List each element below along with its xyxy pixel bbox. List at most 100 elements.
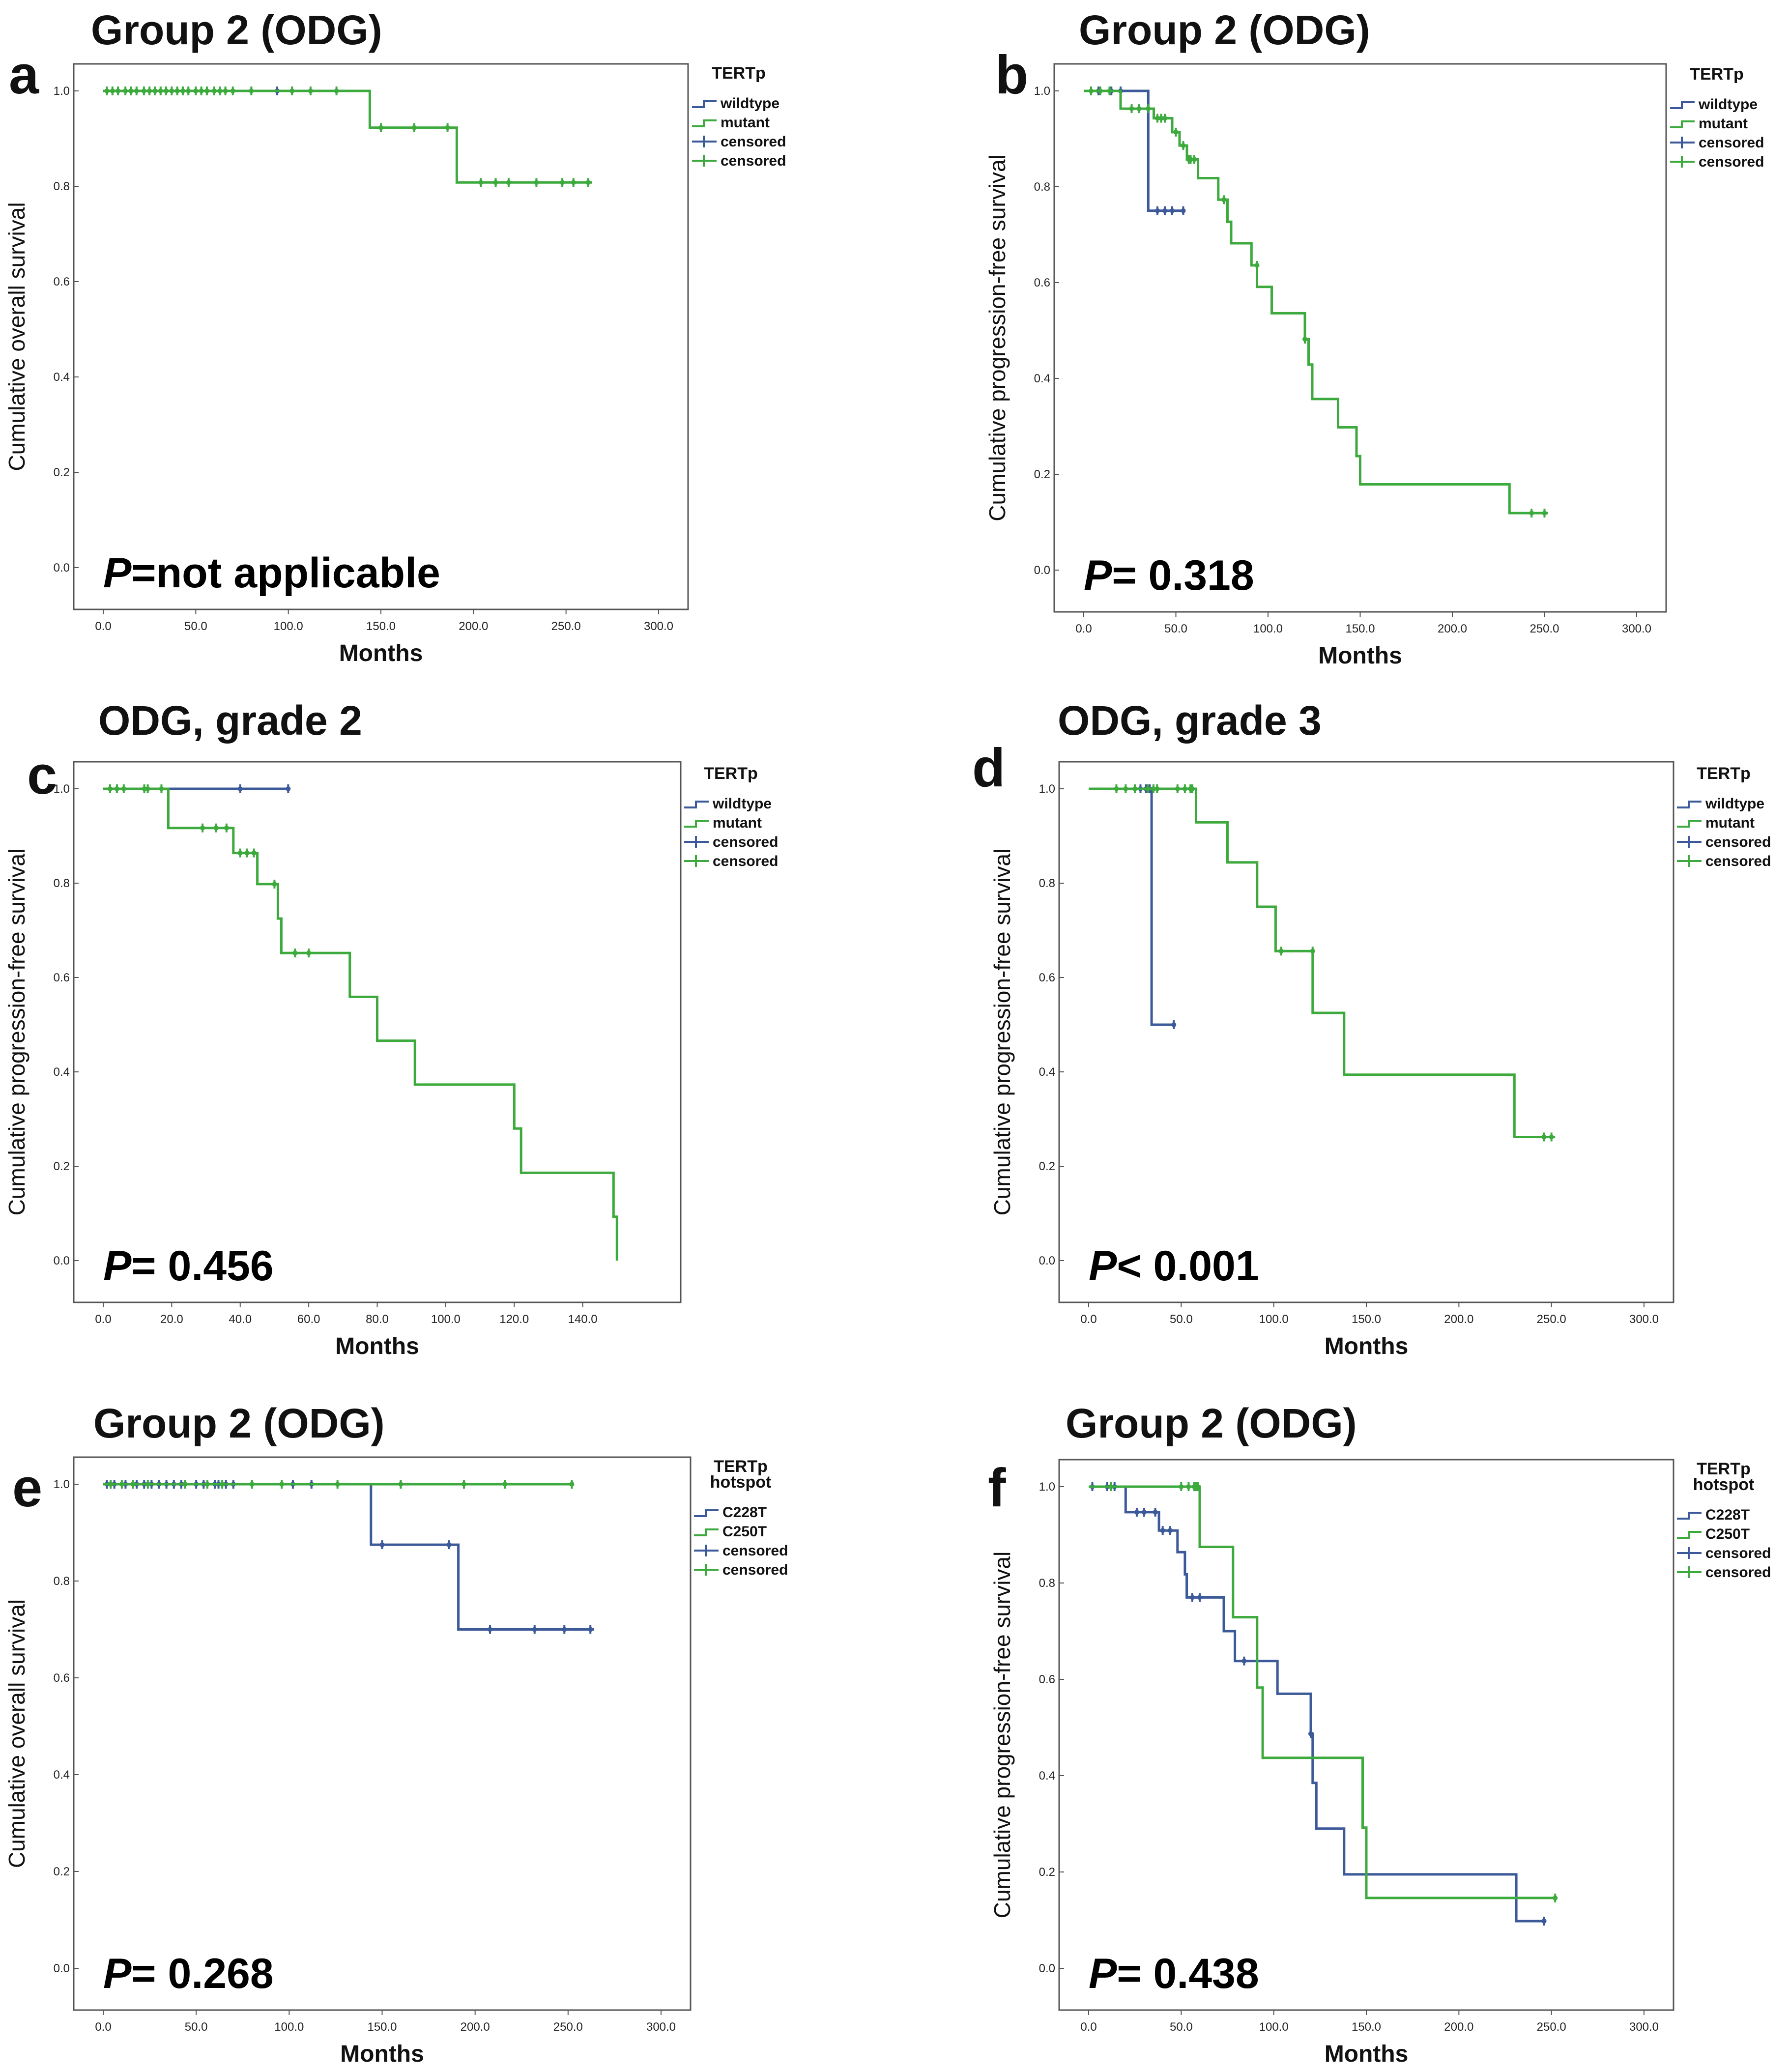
x-tick-label: 300.0 [1622,622,1651,635]
censored-dot-mutant [478,180,484,185]
legend-title: TERTp [712,64,766,83]
censored-dot-mutant [158,88,163,93]
legend-swatch [694,1509,719,1517]
x-tick-label: 250.0 [1537,1313,1566,1326]
x-tick-label: 20.0 [160,1313,183,1326]
y-tick-label: 0.6 [1039,971,1055,984]
legend-entry: wildtype [1705,796,1764,812]
censored-dot-mutant [1175,786,1180,791]
y-tick-label: 0.4 [54,1065,70,1079]
censored-dot-C228T [379,1542,385,1548]
censored-dot-mutant [1221,197,1226,202]
x-tick-label: 140.0 [568,1313,598,1326]
x-tick-label: 250.0 [1537,2020,1566,2034]
x-tick-label: 0.0 [1075,622,1092,635]
y-tick-label: 0.8 [54,877,70,890]
legend-title: TERTp [1697,764,1751,783]
censored-dot-mutant [1181,143,1186,148]
censored-dot-mutant [244,850,250,856]
y-axis-label: Cumulative progression-free survival [4,849,29,1216]
censored-dot-C228T [1153,1509,1158,1515]
y-tick-label: 0.0 [54,1962,70,1975]
x-tick-label: 150.0 [1352,2020,1381,2034]
censored-dot-C250T [145,1482,150,1487]
censored-dot-mutant [128,88,134,93]
y-tick-label: 0.4 [1039,1065,1055,1079]
censored-dot-mutant [1188,157,1193,162]
p-value: P= 0.438 [1089,1950,1259,1997]
censored-dot-mutant [1155,115,1160,121]
x-tick-label: 150.0 [1352,1313,1381,1326]
legend-entry: censored [1705,1545,1771,1561]
censored-dot-C250T [1179,1484,1184,1489]
chart-title: Group 2 (ODG) [91,7,382,53]
x-tick-label: 300.0 [1629,1313,1659,1326]
legend-entry: wildtype [712,796,772,812]
legend-entry: C228T [722,1504,767,1521]
p-value-text: < 0.001 [1117,1242,1259,1290]
legend-swatch [684,801,709,808]
p-value: P=not applicable [103,549,440,597]
censored-dot-mutant [1158,115,1164,121]
legend-swatch [1677,801,1702,808]
censored-dot-mutant [445,125,450,130]
plot-frame [1058,1459,1674,2011]
legend-entry: censored [722,1562,788,1578]
legend-entry: censored [1705,1564,1771,1581]
panel-letter: b [995,45,1028,105]
y-axis-label: Cumulative progression-free survival [984,154,1010,521]
p-value-text: = 0.456 [131,1242,273,1290]
censored-dot-C250T [119,1482,124,1487]
censored-dot-mutant [1182,786,1187,791]
censored-dot-C228T [1197,1595,1202,1600]
legend-swatch [692,100,717,108]
censored-dot-mutant [1154,786,1160,791]
y-tick-label: 1.0 [1039,782,1055,796]
censored-dot-C250T [108,1482,114,1487]
censored-dot-mutant [1145,786,1151,791]
panel-letter: c [27,745,57,806]
censored-dot-mutant [1310,949,1315,954]
panel-letter: f [988,1458,1006,1518]
censored-dot-mutant [493,180,498,185]
censored-dot-mutant [169,88,174,93]
plot-frame [1053,63,1667,613]
km-curve-C228T [103,1483,594,1631]
legend-entry: censored [1699,154,1764,170]
x-tick-label: 200.0 [1444,2020,1473,2034]
x-tick-label: 100.0 [1253,622,1283,635]
censored-dot-C250T [461,1482,466,1487]
km-curve-C228T [1089,1485,1544,1923]
chart-panel-f: Group 2 (ODG) f 0.0 0.2 0.4 0.6 0.8 1.0 0.0 50.0 1… [988,1400,1771,2067]
legend: TERTp wildtype mutant censored censored [1677,764,1771,869]
y-tick-label: 0.6 [1039,1673,1055,1686]
censored-dot-mutant [1146,106,1151,112]
y-tick-label: 0.2 [1039,1866,1055,1879]
censored-dot-mutant [1173,129,1179,135]
censored-dot-mutant [308,88,313,93]
x-tick-label: 100.0 [274,2020,304,2034]
y-tick-label: 1.0 [1039,1480,1055,1494]
censored-dot-C228T [1308,1731,1313,1736]
legend-swatch [684,820,709,828]
censored-dot-C228T [1167,1528,1173,1533]
censored-dot-mutant [212,88,217,93]
y-axis-label: Cumulative progression-free survival [989,1552,1015,1919]
chart-title: ODG, grade 2 [98,697,362,744]
legend-swatch [694,1528,719,1536]
x-tick-label: 60.0 [297,1313,320,1326]
censored-dot-C228T [588,1627,593,1632]
censored-dot-mutant [1549,1134,1554,1140]
km-curve-mutant [1084,89,1548,515]
censored-dot-mutant [123,88,128,93]
legend-title: TERTp [1690,65,1744,84]
censored-dot-mutant [147,88,152,93]
legend-swatch [1677,820,1702,828]
x-tick-label: 150.0 [366,620,396,633]
censored-dot-mutant [164,88,169,93]
panel-letter: e [12,1458,42,1518]
censored-dot-mutant [411,125,417,130]
censored-dot-mutant [251,850,257,856]
censored-dot-mutant [1529,510,1534,516]
